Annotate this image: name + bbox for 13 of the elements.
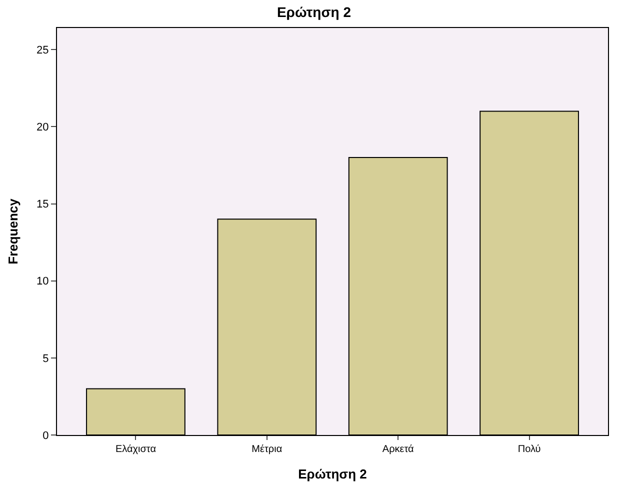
y-tick-label: 20 [36, 122, 49, 134]
y-tick-label: 25 [36, 44, 49, 56]
y-tick-label: 10 [36, 276, 49, 288]
chart-title: Ερώτηση 2 [276, 4, 352, 20]
y-tick-label: 5 [42, 352, 49, 365]
y-tick-label: 0 [42, 430, 49, 442]
y-axis-title: Frequency [6, 198, 20, 264]
x-tick-label: Πολύ [518, 444, 541, 455]
x-axis-title: Ερώτηση 2 [298, 466, 367, 482]
y-tick-label: 15 [36, 198, 49, 211]
x-tick-label: Αρκετά [382, 444, 414, 455]
x-tick-label: Μέτρια [252, 444, 282, 455]
x-tick-label: Ελάχιστα [115, 444, 156, 455]
